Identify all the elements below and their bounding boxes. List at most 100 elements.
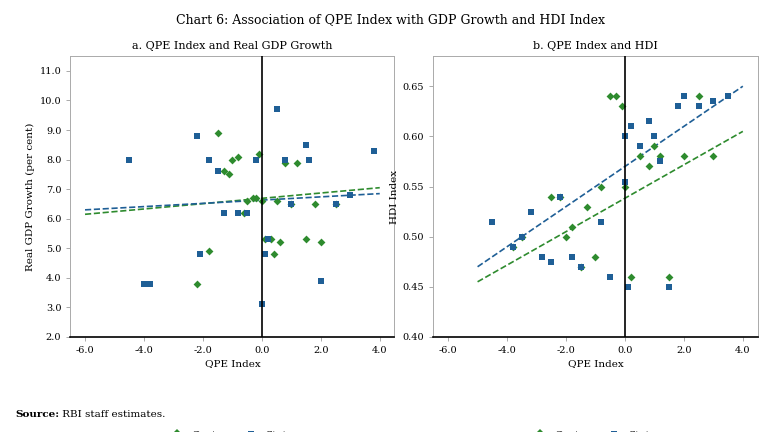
Point	[663, 283, 676, 290]
Title: b. QPE Index and HDI: b. QPE Index and HDI	[533, 41, 658, 51]
Point	[273, 239, 286, 246]
Point	[217, 168, 230, 175]
Point	[575, 264, 587, 270]
Point	[194, 251, 206, 257]
Point	[368, 147, 380, 154]
Point	[648, 143, 661, 150]
Point	[554, 193, 566, 200]
Point	[575, 264, 587, 270]
Text: RBI staff estimates.: RBI staff estimates.	[59, 410, 166, 419]
Point	[238, 210, 251, 216]
Point	[595, 183, 608, 190]
Point	[259, 236, 271, 243]
Y-axis label: Real GDP Growth (per cent): Real GDP Growth (per cent)	[27, 122, 35, 271]
Point	[619, 133, 631, 140]
Point	[619, 178, 631, 185]
Point	[486, 218, 498, 225]
Point	[291, 159, 304, 166]
Point	[255, 301, 268, 308]
Point	[300, 236, 312, 243]
Point	[285, 200, 298, 207]
Point	[615, 103, 628, 110]
Point	[678, 153, 690, 160]
Point	[303, 156, 316, 163]
Point	[625, 273, 637, 280]
Title: a. QPE Index and Real GDP Growth: a. QPE Index and Real GDP Growth	[132, 41, 333, 51]
Point	[315, 277, 327, 284]
Point	[123, 156, 135, 163]
Point	[707, 98, 719, 105]
Point	[648, 133, 661, 140]
Point	[300, 141, 312, 148]
Point	[554, 193, 566, 200]
Point	[565, 223, 578, 230]
X-axis label: QPE Index: QPE Index	[205, 359, 260, 368]
Point	[330, 200, 342, 207]
Point	[330, 200, 342, 207]
Point	[202, 248, 215, 255]
Point	[515, 233, 528, 240]
Point	[241, 210, 253, 216]
Point	[212, 168, 224, 175]
Point	[693, 93, 705, 100]
Point	[515, 233, 528, 240]
Point	[191, 280, 203, 287]
Point	[241, 197, 253, 204]
Point	[589, 253, 601, 260]
Point	[191, 133, 203, 140]
Point	[315, 239, 327, 246]
Point	[537, 253, 549, 260]
Point	[693, 103, 705, 110]
Point	[279, 156, 291, 163]
Point	[524, 208, 537, 215]
Point	[565, 253, 578, 260]
Point	[259, 251, 271, 257]
Point	[262, 236, 274, 243]
Point	[250, 156, 262, 163]
Point	[308, 200, 321, 207]
Point	[137, 280, 150, 287]
Y-axis label: HDI Index: HDI Index	[390, 169, 398, 224]
Point	[247, 194, 259, 201]
Point	[622, 283, 634, 290]
Point	[232, 153, 244, 160]
Point	[507, 243, 519, 250]
Point	[217, 210, 230, 216]
Point	[279, 159, 291, 166]
Point	[212, 130, 224, 137]
X-axis label: QPE Index: QPE Index	[568, 359, 623, 368]
Point	[270, 197, 283, 204]
Point	[250, 194, 262, 201]
Point	[226, 156, 239, 163]
Point	[625, 123, 637, 130]
Point	[144, 280, 156, 287]
Point	[270, 106, 283, 113]
Point	[265, 236, 277, 243]
Point	[223, 171, 236, 178]
Point	[344, 192, 356, 199]
Point	[595, 218, 608, 225]
Point	[255, 197, 268, 204]
Point	[253, 150, 266, 157]
Legend: Centre, States: Centre, States	[526, 426, 665, 432]
Point	[722, 93, 734, 100]
Point	[604, 93, 616, 100]
Point	[202, 156, 215, 163]
Point	[642, 163, 654, 170]
Point	[560, 233, 572, 240]
Point	[580, 203, 593, 210]
Point	[707, 153, 719, 160]
Point	[633, 143, 646, 150]
Text: Chart 6: Association of QPE Index with GDP Growth and HDI Index: Chart 6: Association of QPE Index with G…	[176, 13, 605, 26]
Point	[663, 273, 676, 280]
Point	[545, 193, 558, 200]
Point	[633, 153, 646, 160]
Point	[672, 103, 684, 110]
Point	[642, 118, 654, 125]
Point	[232, 210, 244, 216]
Point	[610, 93, 622, 100]
Point	[654, 158, 666, 165]
Point	[285, 200, 298, 207]
Legend: Centre, States: Centre, States	[162, 426, 302, 432]
Point	[678, 93, 690, 100]
